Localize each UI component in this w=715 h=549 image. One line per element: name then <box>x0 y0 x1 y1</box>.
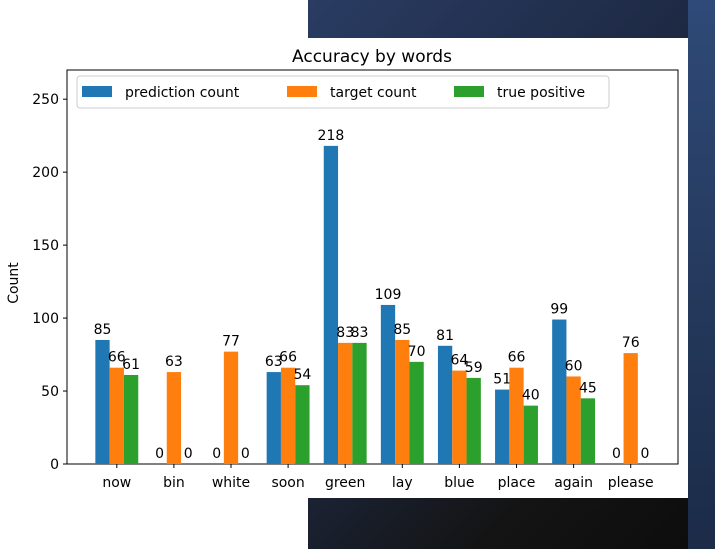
y-axis-label: Count <box>6 262 22 304</box>
bar <box>323 145 339 465</box>
bar-value-label: 0 <box>212 446 221 462</box>
bar <box>266 372 281 464</box>
bar-value-label: 0 <box>641 446 650 462</box>
bar-value-label: 0 <box>184 446 193 462</box>
bar-value-label: 70 <box>408 344 426 360</box>
legend-box <box>76 75 610 109</box>
plot-area: 050100150200250now856661bin0630white0770… <box>32 69 679 491</box>
legend-label: target count <box>330 85 417 101</box>
bar <box>295 385 310 464</box>
bar-value-label: 85 <box>393 322 411 338</box>
bar <box>552 319 567 464</box>
y-tick-label: 200 <box>32 165 59 181</box>
legend-swatch <box>82 86 112 97</box>
chart-title: Accuracy by words <box>292 47 452 67</box>
bar <box>109 367 124 464</box>
bar <box>409 361 424 464</box>
bar <box>452 370 467 464</box>
background-strip <box>688 0 715 549</box>
bar-value-label: 77 <box>222 334 240 350</box>
bar <box>95 339 110 464</box>
bar-value-label: 63 <box>165 354 183 370</box>
bar <box>223 351 239 464</box>
bar <box>166 372 182 464</box>
bar-value-label: 61 <box>122 357 140 373</box>
bar-value-label: 66 <box>279 350 297 366</box>
x-tick-label: blue <box>444 475 474 491</box>
bar <box>338 342 353 464</box>
bar-value-label: 0 <box>241 446 250 462</box>
x-tick-label: lay <box>392 475 413 491</box>
bar <box>395 339 410 464</box>
legend-swatch <box>454 86 484 97</box>
x-tick-label: again <box>554 475 593 491</box>
bar-value-label: 54 <box>293 367 311 383</box>
bar-value-label: 218 <box>318 128 345 144</box>
bar-value-label: 85 <box>94 322 112 338</box>
x-tick-label: green <box>325 475 365 491</box>
x-tick-label: soon <box>271 475 304 491</box>
bar <box>380 304 396 464</box>
y-tick-label: 150 <box>32 238 59 254</box>
bar-value-label: 64 <box>450 353 468 369</box>
bar-value-label: 83 <box>336 325 354 341</box>
chart-figure: Accuracy by words Count 0 50 100 150 200 250 n… <box>0 38 688 498</box>
x-tick-label: white <box>212 475 250 491</box>
bar <box>466 377 481 464</box>
bar-value-label: 45 <box>579 380 597 396</box>
bar-value-label: 109 <box>375 287 402 303</box>
y-tick-label: 100 <box>32 311 59 327</box>
bar-value-label: 76 <box>622 335 640 351</box>
bar-value-label: 60 <box>565 358 583 374</box>
bar-value-label: 63 <box>265 354 283 370</box>
bar <box>437 345 453 464</box>
bar-value-label: 59 <box>465 360 483 376</box>
bar-value-label: 99 <box>550 302 568 318</box>
y-tick-label: 50 <box>41 384 59 400</box>
bar <box>509 367 524 464</box>
x-tick-label: now <box>102 475 131 491</box>
bar-chart: Accuracy by words Count 0 50 100 150 200 250 n… <box>6 47 679 491</box>
plot-frame <box>66 69 679 465</box>
bar-value-label: 0 <box>612 446 621 462</box>
bar <box>523 405 538 464</box>
y-tick-label: 0 <box>50 457 59 473</box>
bar <box>623 353 638 464</box>
legend: prediction count target count true positiv… <box>76 75 610 109</box>
bar-value-label: 0 <box>155 446 164 462</box>
bar <box>566 376 581 464</box>
bar <box>352 342 367 464</box>
legend-label: true positive <box>497 85 585 101</box>
y-tick-label: 250 <box>32 92 59 108</box>
bar-value-label: 66 <box>108 350 126 366</box>
bar <box>280 367 296 464</box>
x-tick-label: bin <box>163 475 185 491</box>
legend-swatch <box>287 86 317 97</box>
x-tick-label: place <box>498 475 536 491</box>
legend-label: prediction count <box>125 85 240 101</box>
bar-value-label: 83 <box>351 325 369 341</box>
x-tick-label: please <box>608 475 654 491</box>
bar-value-label: 66 <box>508 350 526 366</box>
bar-value-label: 51 <box>493 372 511 388</box>
bar <box>123 374 139 464</box>
bar <box>580 398 596 464</box>
bar-value-label: 81 <box>436 328 454 344</box>
bar <box>495 389 510 464</box>
bar-value-label: 40 <box>522 388 540 404</box>
